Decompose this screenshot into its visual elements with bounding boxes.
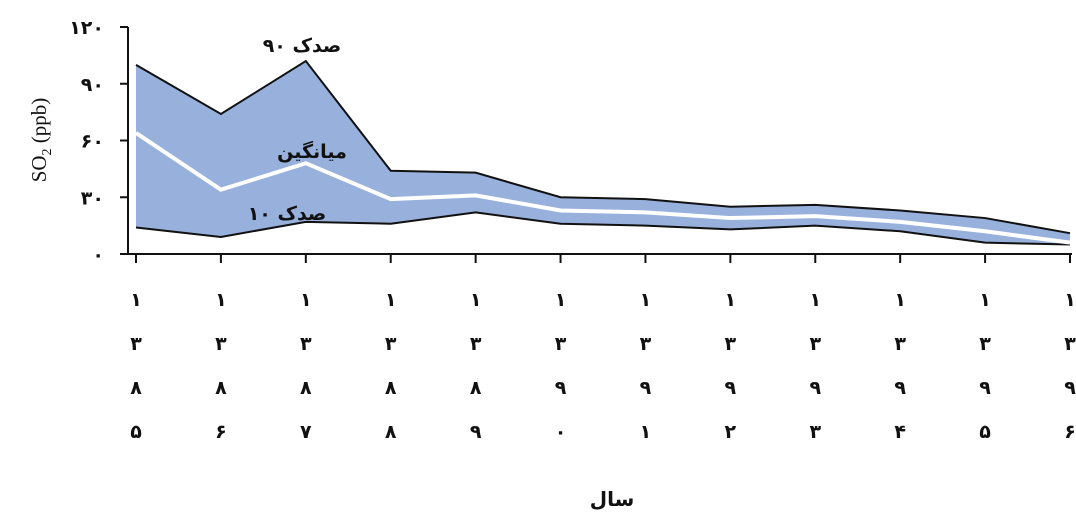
x-tick-label-digit: ۳ [470, 333, 482, 355]
x-tick-label-digit: ۸ [470, 377, 482, 399]
x-tick-label-digit: ۸ [385, 377, 397, 399]
x-tick-label-digit: ۳ [809, 333, 821, 355]
x-tick-label-digit: ۱ [809, 289, 821, 311]
x-tick-label-digit: ۹ [1064, 377, 1076, 399]
x-tick-label-digit: ۱ [470, 289, 482, 311]
x-tick-label-digit: ۱ [215, 289, 227, 311]
x-tick-label-digit: ۷ [300, 421, 312, 443]
x-tick-label-digit: ۱ [894, 289, 906, 311]
x-tick-label-digit: ۹ [640, 377, 652, 399]
x-tick-label-digit: ۶ [1064, 421, 1076, 443]
x-tick-label-digit: ۶ [215, 421, 227, 443]
x-tick-label-digit: ۳ [300, 333, 312, 355]
x-tick-label-digit: ۸ [385, 421, 397, 443]
x-tick-label-digit: ۸ [215, 377, 227, 399]
y-tick-label: ۶۰ [81, 131, 104, 153]
x-tick-label-digit: ۳ [130, 333, 142, 355]
x-tick-label-digit: ۱ [725, 289, 737, 311]
y-tick-label: ۱۲۰ [69, 17, 104, 39]
x-tick-label-digit: ۱ [1064, 289, 1076, 311]
x-tick-label-digit: ۸ [130, 377, 142, 399]
x-tick-label-digit: ۵ [979, 421, 991, 443]
series-annotation: صدک ۱۰ [248, 203, 327, 225]
series-annotation: صدک ۹۰ [263, 35, 342, 57]
x-tick-label-digit: ۳ [725, 333, 737, 355]
x-tick-label-digit: ۹ [555, 377, 567, 399]
x-tick-label-digit: ۹ [894, 377, 906, 399]
x-tick-label-digit: ۹ [979, 377, 991, 399]
x-tick-label-digit: ۳ [809, 421, 821, 443]
x-tick-label-digit: ۱ [300, 289, 312, 311]
x-axis-label: سال [590, 487, 635, 511]
y-tick-label: ۰ [92, 244, 104, 266]
x-tick-label-digit: ۱ [640, 421, 652, 443]
x-tick-label-digit: ۳ [1064, 333, 1076, 355]
y-axis-label: SO2 (ppb) [27, 98, 55, 183]
x-tick-label-digit: ۳ [894, 333, 906, 355]
x-tick-label-digit: ۱ [979, 289, 991, 311]
x-tick-label-digit: ۳ [215, 333, 227, 355]
x-tick-label-digit: ۱ [385, 289, 397, 311]
x-tick-label-digit: ۹ [809, 377, 821, 399]
x-tick-label-digit: ۳ [979, 333, 991, 355]
x-tick-label-digit: ۹ [470, 421, 482, 443]
x-tick-label-digit: ۱ [130, 289, 142, 311]
x-tick-label-digit: ۳ [385, 333, 397, 355]
y-tick-label: ۹۰ [81, 74, 104, 96]
series-annotation: میانگین [277, 140, 347, 163]
x-tick-label-digit: ۳ [555, 333, 567, 355]
x-tick-label-digit: ۲ [725, 421, 737, 443]
x-tick-label-digit: ۴ [894, 421, 906, 443]
x-tick-label-digit: ۱ [555, 289, 567, 311]
x-tick-label-digit: ۹ [725, 377, 737, 399]
x-tick-label-digit: ۱ [640, 289, 652, 311]
y-tick-label: ۳۰ [81, 187, 104, 209]
x-tick-label-digit: ۰ [555, 421, 567, 443]
x-tick-label-digit: ۳ [640, 333, 652, 355]
x-tick-label-digit: ۸ [300, 377, 312, 399]
x-tick-label-digit: ۵ [130, 421, 142, 443]
